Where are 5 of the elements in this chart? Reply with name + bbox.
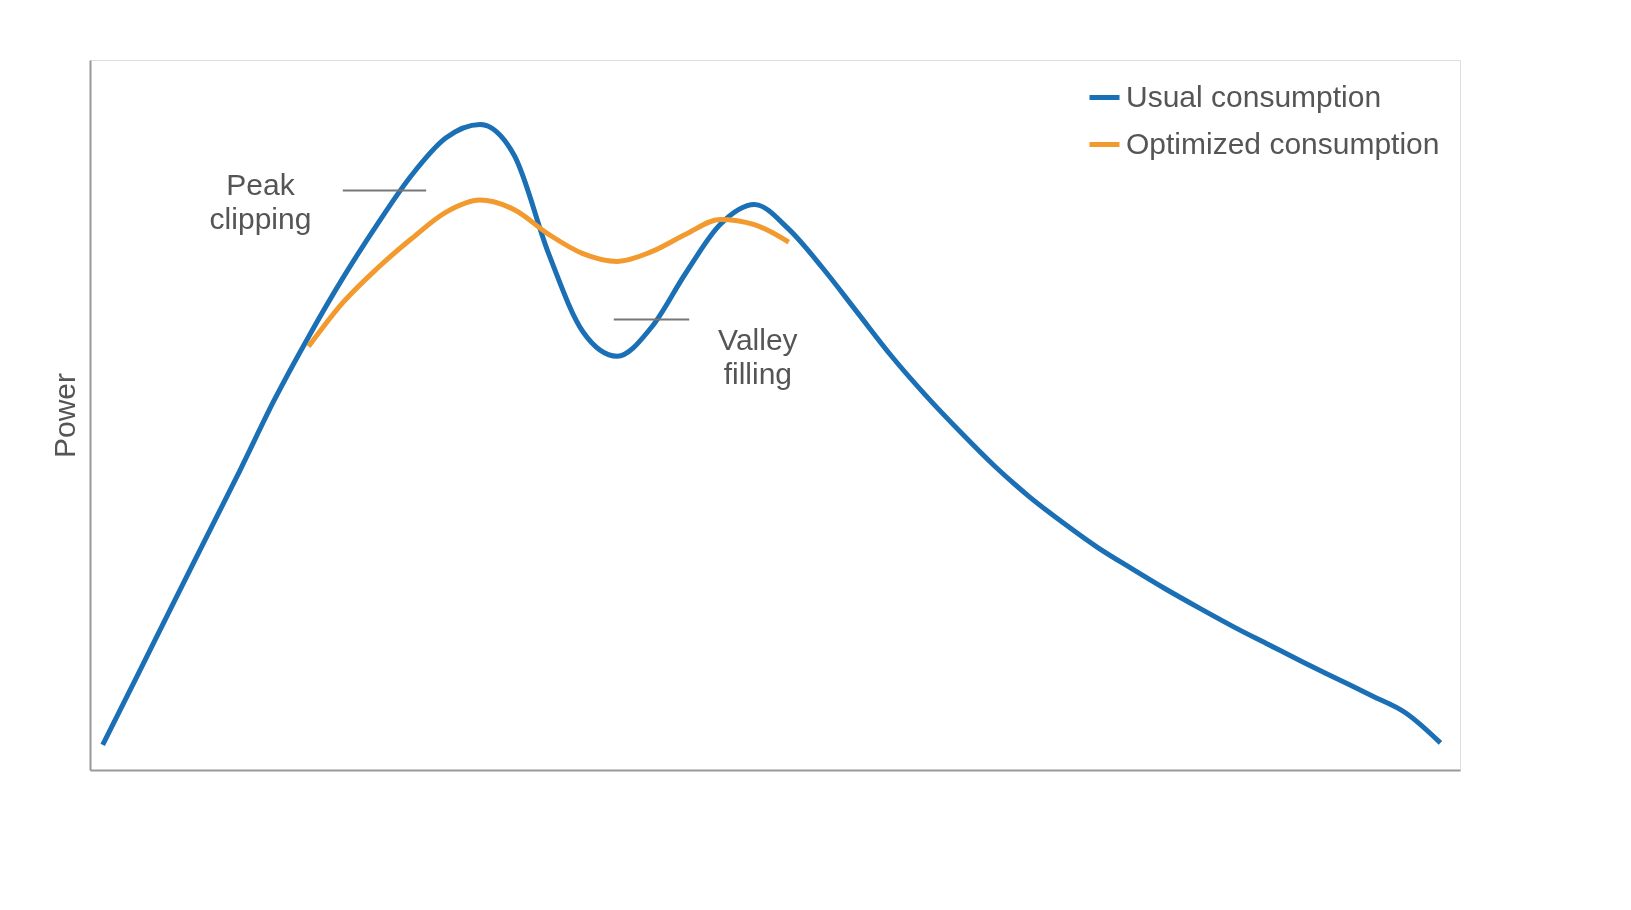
legend-label: Optimized consumption: [1126, 126, 1440, 160]
annotation: Peak clipping: [209, 167, 312, 235]
legend-label: Usual consumption: [1126, 79, 1382, 113]
annotation: Valley filling: [718, 322, 798, 390]
y-axis-title: Power: [47, 372, 81, 459]
